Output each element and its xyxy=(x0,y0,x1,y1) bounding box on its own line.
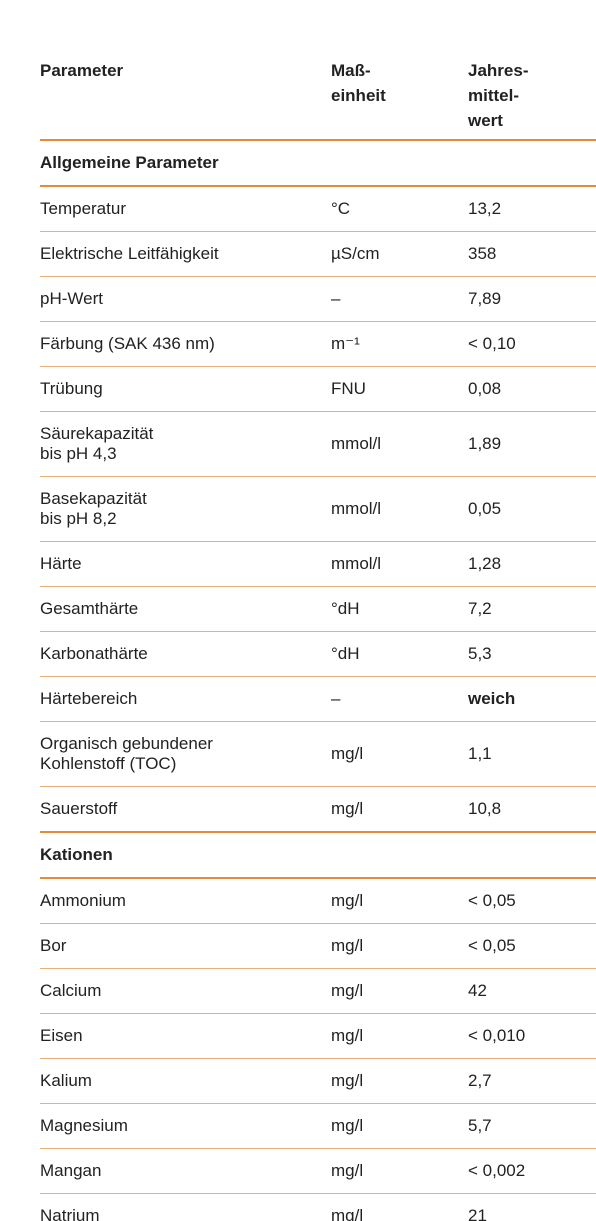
value-cell: weich xyxy=(468,676,596,722)
value-cell: 2,7 xyxy=(468,1058,596,1104)
parameter-cell: Bor xyxy=(40,923,331,969)
parameter-cell: Karbonathärte xyxy=(40,631,331,677)
value-cell: < 0,05 xyxy=(468,923,596,969)
unit-cell: mg/l xyxy=(331,923,468,969)
unit-cell: µS/cm xyxy=(331,231,468,277)
page: Parameter Maß- einheit Jahres- mittel- wer… xyxy=(0,58,596,1221)
data-row: Calcium mg/l 42 xyxy=(40,968,596,1014)
value-cell: 13,2 xyxy=(468,186,596,232)
data-row: Säurekapazität bis pH 4,3 mmol/l 1,89 xyxy=(40,411,596,477)
value-cell: 7,2 xyxy=(468,586,596,632)
data-row: Eisen mg/l < 0,010 xyxy=(40,1013,596,1059)
value-cell: 1,28 xyxy=(468,541,596,587)
data-row: Basekapazität bis pH 8,2 mmol/l 0,05 xyxy=(40,476,596,542)
data-row: Trübung FNU 0,08 xyxy=(40,366,596,412)
parameter-cell: Sauerstoff xyxy=(40,786,331,833)
data-row: Bor mg/l < 0,05 xyxy=(40,923,596,969)
parameter-cell: Kalium xyxy=(40,1058,331,1104)
value-cell: 21 xyxy=(468,1193,596,1221)
data-row: Sauerstoff mg/l 10,8 xyxy=(40,786,596,833)
value-cell: < 0,10 xyxy=(468,321,596,367)
unit-cell: m⁻¹ xyxy=(331,321,468,367)
data-row: Organisch gebundener Kohlenstoff (TOC) mg… xyxy=(40,721,596,787)
unit-cell: °dH xyxy=(331,631,468,677)
unit-cell: – xyxy=(331,276,468,322)
parameter-cell: Eisen xyxy=(40,1013,331,1059)
parameter-cell: Härtebereich xyxy=(40,676,331,722)
value-cell: 5,3 xyxy=(468,631,596,677)
table-body: Allgemeine Parameter Temperatur °C 13,2 Elek… xyxy=(40,140,596,1221)
value-cell: 1,89 xyxy=(468,411,596,477)
parameter-cell: Färbung (SAK 436 nm) xyxy=(40,321,331,367)
parameter-cell: Mangan xyxy=(40,1148,331,1194)
unit-cell: FNU xyxy=(331,366,468,412)
data-row: Temperatur °C 13,2 xyxy=(40,186,596,232)
unit-cell: mg/l xyxy=(331,1148,468,1194)
column-header: Parameter xyxy=(40,58,331,141)
unit-cell: – xyxy=(331,676,468,722)
value-cell: 358 xyxy=(468,231,596,277)
unit-cell: mg/l xyxy=(331,968,468,1014)
parameter-cell: Härte xyxy=(40,541,331,587)
value-cell: 42 xyxy=(468,968,596,1014)
unit-cell: mg/l xyxy=(331,878,468,924)
parameter-cell: Calcium xyxy=(40,968,331,1014)
value-cell: 10,8 xyxy=(468,786,596,833)
data-row: Natrium mg/l 21 xyxy=(40,1193,596,1221)
data-row: Magnesium mg/l 5,7 xyxy=(40,1103,596,1149)
column-header: Jahres- mittel- wert xyxy=(468,58,596,141)
section-row: Allgemeine Parameter xyxy=(40,140,596,187)
data-row: Färbung (SAK 436 nm) m⁻¹ < 0,10 xyxy=(40,321,596,367)
unit-cell: mmol/l xyxy=(331,411,468,477)
parameter-cell: Elektrische Leitfähigkeit xyxy=(40,231,331,277)
unit-cell: mg/l xyxy=(331,721,468,787)
unit-cell: °C xyxy=(331,186,468,232)
data-row: Karbonathärte °dH 5,3 xyxy=(40,631,596,677)
parameter-cell: Basekapazität bis pH 8,2 xyxy=(40,476,331,542)
parameter-cell: Natrium xyxy=(40,1193,331,1221)
data-row: Härtebereich – weich xyxy=(40,676,596,722)
data-row: pH-Wert –7,89 xyxy=(40,276,596,322)
water-table: Parameter Maß- einheit Jahres- mittel- wer… xyxy=(40,58,596,1221)
parameter-cell: Säurekapazität bis pH 4,3 xyxy=(40,411,331,477)
data-row: Kalium mg/l 2,7 xyxy=(40,1058,596,1104)
parameter-cell: Trübung xyxy=(40,366,331,412)
data-row: Mangan mg/l < 0,002 xyxy=(40,1148,596,1194)
data-row: Elektrische Leitfähigkeit µS/cm 358 xyxy=(40,231,596,277)
value-cell: 0,05 xyxy=(468,476,596,542)
parameter-cell: Magnesium xyxy=(40,1103,331,1149)
data-row: Härte mmol/l 1,28 xyxy=(40,541,596,587)
column-header: Maß- einheit xyxy=(331,58,468,141)
parameter-cell: Ammonium xyxy=(40,878,331,924)
value-cell: 0,08 xyxy=(468,366,596,412)
parameter-cell: Gesamthärte xyxy=(40,586,331,632)
data-row: Ammonium mg/l < 0,05 xyxy=(40,878,596,924)
unit-cell: °dH xyxy=(331,586,468,632)
section-title: Allgemeine Parameter xyxy=(40,140,596,187)
unit-cell: mg/l xyxy=(331,1103,468,1149)
value-cell: 1,1 xyxy=(468,721,596,787)
header-row: Parameter Maß- einheit Jahres- mittel- wer… xyxy=(40,58,596,141)
parameter-cell: Organisch gebundener Kohlenstoff (TOC) xyxy=(40,721,331,787)
data-row: Gesamthärte °dH 7,2 xyxy=(40,586,596,632)
value-cell: < 0,05 xyxy=(468,878,596,924)
parameter-cell: Temperatur xyxy=(40,186,331,232)
unit-cell: mg/l xyxy=(331,1193,468,1221)
section-title: Kationen xyxy=(40,832,596,879)
unit-cell: mmol/l xyxy=(331,476,468,542)
value-cell: 7,89 xyxy=(468,276,596,322)
unit-cell: mg/l xyxy=(331,786,468,833)
unit-cell: mmol/l xyxy=(331,541,468,587)
value-cell: < 0,010 xyxy=(468,1013,596,1059)
value-cell: < 0,002 xyxy=(468,1148,596,1194)
value-cell: 5,7 xyxy=(468,1103,596,1149)
unit-cell: mg/l xyxy=(331,1058,468,1104)
parameter-cell: pH-Wert xyxy=(40,276,331,322)
section-row: Kationen xyxy=(40,832,596,879)
unit-cell: mg/l xyxy=(331,1013,468,1059)
